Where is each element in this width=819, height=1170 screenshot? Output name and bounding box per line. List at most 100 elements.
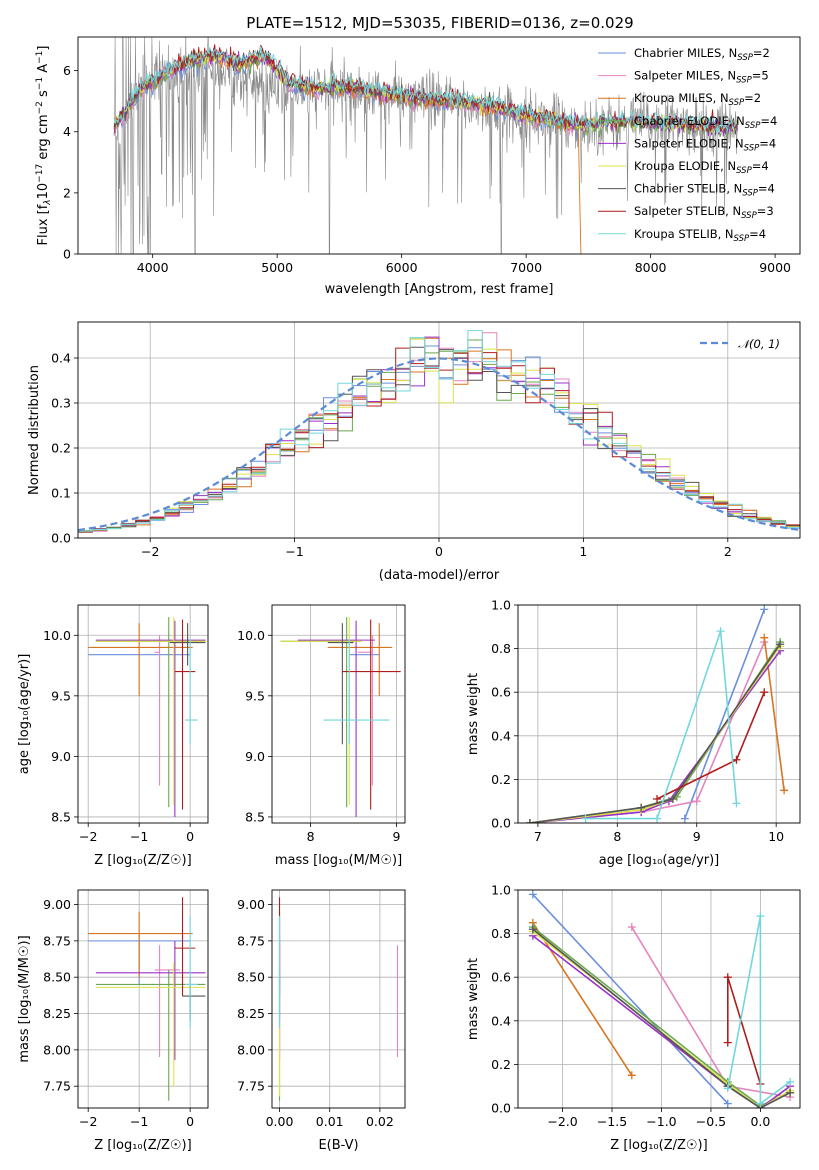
y-axis-label-part: −1 [35, 77, 45, 90]
y-tick-label: 0.4 [491, 728, 511, 743]
y-tick-label: 7.75 [43, 1079, 71, 1094]
weight-marker [528, 890, 537, 899]
weight-line-kroupa-stelib [585, 630, 738, 820]
y-tick-label: 0.8 [491, 641, 511, 656]
weight-marker [627, 1071, 636, 1080]
axes-frame [77, 321, 801, 539]
x-tick-label: 7000 [510, 260, 542, 275]
legend-tail: =4 [759, 136, 776, 150]
figure-title: PLATE=1512, MJD=53035, FIBERID=0136, z=0… [246, 14, 633, 32]
legend-entry: Chabrier MILES, NSSP=2 [634, 46, 770, 63]
legend-name: Kroupa MILES, N [634, 91, 729, 105]
panel-age_vs_Z: −2 −1 0 8.5 9.0 9.5 10.0 age [log₁₀(age/yr)] Z [… [17, 604, 209, 868]
y-tick-label: 8.25 [237, 1006, 265, 1021]
x-tick-label: −2 [79, 1114, 97, 1129]
histogram-kroupa-stelib [78, 330, 800, 535]
legend-name: Kroupa STELIB, N [634, 227, 734, 241]
y-axis-label: age [log₁₀(age/yr)] [17, 654, 32, 775]
axes-frame [517, 889, 801, 1109]
x-tick-label: 4000 [137, 260, 169, 275]
y-axis-label-part: −2 [35, 101, 45, 114]
y-tick-label: 8.75 [237, 933, 265, 948]
weight-marker [756, 912, 765, 921]
x-tick-label: 7 [534, 829, 542, 844]
panel-weight_vs_Z: −2.0 −1.5 −1.0 −0.5 0.0 0.0 0.2 0.4 0.6 0.8 1.0 mas… [466, 883, 801, 1153]
legend-tail: =2 [753, 46, 770, 60]
model-line-salpeter-stelib [113, 44, 738, 133]
y-tick-label: 0 [63, 247, 71, 262]
y-tick-label: 1.0 [491, 598, 511, 613]
y-tick-label: 0.2 [51, 441, 71, 456]
legend-tail: =4 [758, 182, 775, 196]
y-tick-label: 0.3 [51, 396, 71, 411]
y-tick-label: 9.0 [245, 749, 265, 764]
weight-marker [680, 814, 689, 823]
legend-sub: SSP [737, 53, 753, 63]
legend-sub: SSP [734, 234, 750, 244]
panel-mass_vs_Z: −2 −1 0 7.75 8.00 8.25 8.50 8.75 9.00 mass [log₁₀… [17, 889, 209, 1153]
x-tick-label: −1 [130, 1114, 148, 1129]
weight-line-kroupa-miles [532, 922, 633, 1076]
legend-entry: Chabrier ELODIE, NSSP=4 [634, 114, 777, 131]
legend-tail: =4 [760, 114, 777, 128]
y-tick-label: 9.5 [245, 688, 265, 703]
x-tick-label: −2.0 [547, 1114, 577, 1129]
panel-mass_vs_ebv: 0.00 0.01 0.02 7.75 8.00 8.25 8.50 8.75 9.00 E(B-… [237, 889, 406, 1153]
weight-line-chabrier-miles [532, 893, 729, 1105]
x-tick-label: −0.5 [696, 1114, 726, 1129]
weight-marker [723, 973, 732, 982]
weight-marker [786, 1088, 795, 1097]
y-tick-label: 0.1 [51, 486, 71, 501]
weight-marker [581, 814, 590, 823]
axes-frame [77, 604, 209, 824]
weight-marker [732, 755, 741, 764]
y-tick-label: 6 [63, 63, 71, 78]
y-tick-label: 0.2 [491, 772, 511, 787]
weight-marker [627, 923, 636, 932]
legend-tail: =4 [752, 159, 769, 173]
x-tick-label: −1.0 [646, 1114, 676, 1129]
weight-marker [637, 803, 646, 812]
y-tick-label: 0.8 [491, 926, 511, 941]
x-tick-label: 8 [613, 829, 621, 844]
y-axis-label: mass [log₁₀(M/M☉)] [17, 935, 32, 1062]
y-tick-label: 10.0 [43, 628, 71, 643]
x-tick-label: 6000 [386, 260, 418, 275]
x-tick-label: 8000 [635, 260, 667, 275]
weight-marker [760, 605, 769, 614]
weight-line-kroupa-stelib [727, 916, 791, 1106]
legend-name: Chabrier ELODIE, N [634, 114, 745, 128]
weight-marker [756, 1099, 765, 1108]
legend-sub: SSP [744, 143, 760, 153]
y-tick-label: 0.4 [51, 351, 71, 366]
y-tick-label: 8.00 [237, 1042, 265, 1057]
x-tick-label: 8 [307, 829, 315, 844]
y-axis-label-part: s [36, 90, 51, 101]
x-tick-label: 2 [724, 544, 732, 559]
axes-frame [77, 889, 209, 1109]
y-tick-label: 8.00 [43, 1042, 71, 1057]
x-tick-label: 0.0 [750, 1114, 770, 1129]
weight-marker [776, 640, 785, 649]
axes-frame [271, 604, 406, 824]
y-axis-label-part: λ [43, 199, 53, 205]
weight-line-chabrier-elodie [529, 641, 781, 823]
weight-marker [653, 795, 662, 804]
plot-area [278, 897, 399, 1101]
x-tick-label: 0 [186, 829, 194, 844]
panel-age_vs_mass: 8 9 8.5 9.0 9.5 10.0 mass [log₁₀(M/M☉)] [237, 604, 406, 868]
axes-frame [517, 604, 801, 824]
x-axis-label: Z [log₁₀(Z/Z☉)] [94, 853, 191, 868]
y-axis-label-part: A [36, 64, 51, 77]
y-tick-label: 8.25 [43, 1006, 71, 1021]
weight-marker [723, 1038, 732, 1047]
plot-area [525, 605, 789, 823]
weight-marker [780, 786, 789, 795]
y-tick-label: 0.0 [51, 531, 71, 546]
x-tick-label: −2 [79, 829, 97, 844]
weight-line-chabrier-miles [684, 609, 766, 819]
weight-line-salpeter-miles [529, 641, 766, 823]
